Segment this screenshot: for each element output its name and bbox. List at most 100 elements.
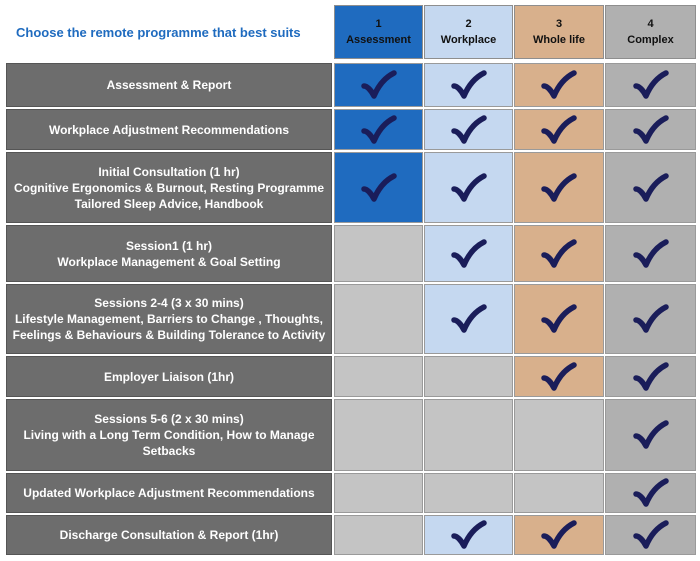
check-icon xyxy=(360,114,397,144)
cell-complex xyxy=(605,399,696,471)
cell-whole-life xyxy=(514,63,604,107)
row-label: Assessment & Report xyxy=(6,63,332,107)
row-label: Discharge Consultation & Report (1hr) xyxy=(6,515,332,555)
check-icon xyxy=(450,70,487,99)
check-icon xyxy=(450,238,487,268)
check-icon xyxy=(541,520,577,549)
check-icon xyxy=(632,238,669,268)
cell-assessment xyxy=(334,284,423,354)
row-label-line: Discharge Consultation & Report (1hr) xyxy=(59,528,279,542)
cell-whole-life xyxy=(514,399,604,471)
row-label-line: Employer Liaison (1hr) xyxy=(103,369,235,384)
column-header-complex: 4 Complex xyxy=(605,5,696,59)
column-label: Complex xyxy=(627,34,674,46)
check-icon xyxy=(632,478,669,507)
check-icon xyxy=(632,420,669,449)
cell-whole-life xyxy=(514,515,604,555)
row-label-line: Sessions 2-4 (3 x 30 mins) xyxy=(94,296,244,310)
cell-workplace xyxy=(424,109,513,150)
row-label-line: Setbacks xyxy=(142,444,196,458)
row-label: Updated Workplace Adjustment Recommendat… xyxy=(6,473,332,513)
check-icon xyxy=(450,172,487,202)
cell-assessment xyxy=(334,225,423,282)
row-label: Employer Liaison (1hr) xyxy=(6,356,332,397)
cell-whole-life xyxy=(514,109,604,150)
check-icon xyxy=(541,238,577,268)
cell-complex xyxy=(605,515,696,555)
check-icon xyxy=(541,70,577,99)
column-header-workplace: 2 Workplace xyxy=(424,5,513,59)
row-label: Sessions 2-4 (3 x 30 mins) Lifestyle Mana… xyxy=(6,284,332,354)
check-icon xyxy=(450,304,487,333)
check-icon xyxy=(541,361,577,391)
cell-assessment xyxy=(334,109,423,150)
cell-assessment xyxy=(334,515,423,555)
check-icon xyxy=(541,114,577,144)
column-number: 4 xyxy=(647,18,654,30)
check-icon xyxy=(632,304,669,333)
row-label: Workplace Adjustment Recommendations xyxy=(6,109,332,150)
row-label: Initial Consultation (1 hr) Cognitive Erg… xyxy=(6,152,332,223)
cell-workplace xyxy=(424,473,513,513)
column-label: Whole life xyxy=(533,34,585,46)
row-label: Session1 (1 hr) Workplace Management & Go… xyxy=(6,225,332,282)
column-label: Assessment xyxy=(346,34,411,46)
row-label-line: Initial Consultation (1 hr) xyxy=(98,164,240,179)
column-header-assessment: 1 Assessment xyxy=(334,5,423,59)
cell-workplace xyxy=(424,284,513,354)
row-label: Sessions 5-6 (2 x 30 mins) Living with a … xyxy=(6,399,332,471)
row-label-line: Living with a Long Term Condition, How t… xyxy=(23,428,315,442)
row-label-line: Lifestyle Management, Barriers to Change… xyxy=(14,312,324,326)
cell-assessment xyxy=(334,152,423,223)
cell-whole-life xyxy=(514,225,604,282)
check-icon xyxy=(360,172,397,202)
check-icon xyxy=(632,172,669,202)
check-icon xyxy=(632,70,669,99)
cell-whole-life xyxy=(514,473,604,513)
cell-complex xyxy=(605,473,696,513)
cell-assessment xyxy=(334,63,423,107)
check-icon xyxy=(450,520,487,549)
cell-complex xyxy=(605,152,696,223)
row-label-line: Updated Workplace Adjustment Recommendat… xyxy=(23,486,315,500)
check-icon xyxy=(632,114,669,144)
cell-complex xyxy=(605,356,696,397)
column-label: Workplace xyxy=(440,34,497,46)
row-label-line: Sessions 5-6 (2 x 30 mins) xyxy=(94,412,244,426)
column-header-whole-life: 3 Whole life xyxy=(514,5,604,59)
check-icon xyxy=(450,114,487,144)
check-icon xyxy=(632,361,669,391)
cell-workplace xyxy=(424,63,513,107)
cell-workplace xyxy=(424,356,513,397)
cell-workplace xyxy=(424,152,513,223)
table-title: Choose the remote programme that best su… xyxy=(16,24,301,40)
cell-whole-life xyxy=(514,284,604,354)
row-label-line: Feelings & Behaviours & Building Toleran… xyxy=(12,328,326,342)
cell-workplace xyxy=(424,515,513,555)
cell-complex xyxy=(605,284,696,354)
cell-complex xyxy=(605,109,696,150)
column-number: 3 xyxy=(555,18,563,30)
cell-workplace xyxy=(424,225,513,282)
check-icon xyxy=(541,304,577,333)
row-label-line: Workplace Management & Goal Setting xyxy=(57,254,281,269)
row-label-line: Tailored Sleep Advice, Handbook xyxy=(74,196,264,211)
row-label-line: Session1 (1 hr) xyxy=(125,238,213,253)
column-number: 1 xyxy=(375,18,382,30)
column-number: 2 xyxy=(465,18,472,30)
check-icon xyxy=(541,172,577,202)
cell-whole-life xyxy=(514,356,604,397)
check-icon xyxy=(632,520,669,549)
cell-complex xyxy=(605,225,696,282)
row-label-line: Assessment & Report xyxy=(106,78,232,92)
cell-whole-life xyxy=(514,152,604,223)
cell-complex xyxy=(605,63,696,107)
cell-workplace xyxy=(424,399,513,471)
row-label-line: Workplace Adjustment Recommendations xyxy=(48,122,290,137)
cell-assessment xyxy=(334,473,423,513)
cell-assessment xyxy=(334,399,423,471)
check-icon xyxy=(360,70,397,99)
cell-assessment xyxy=(334,356,423,397)
row-label-line: Cognitive Ergonomics & Burnout, Resting … xyxy=(13,180,325,195)
